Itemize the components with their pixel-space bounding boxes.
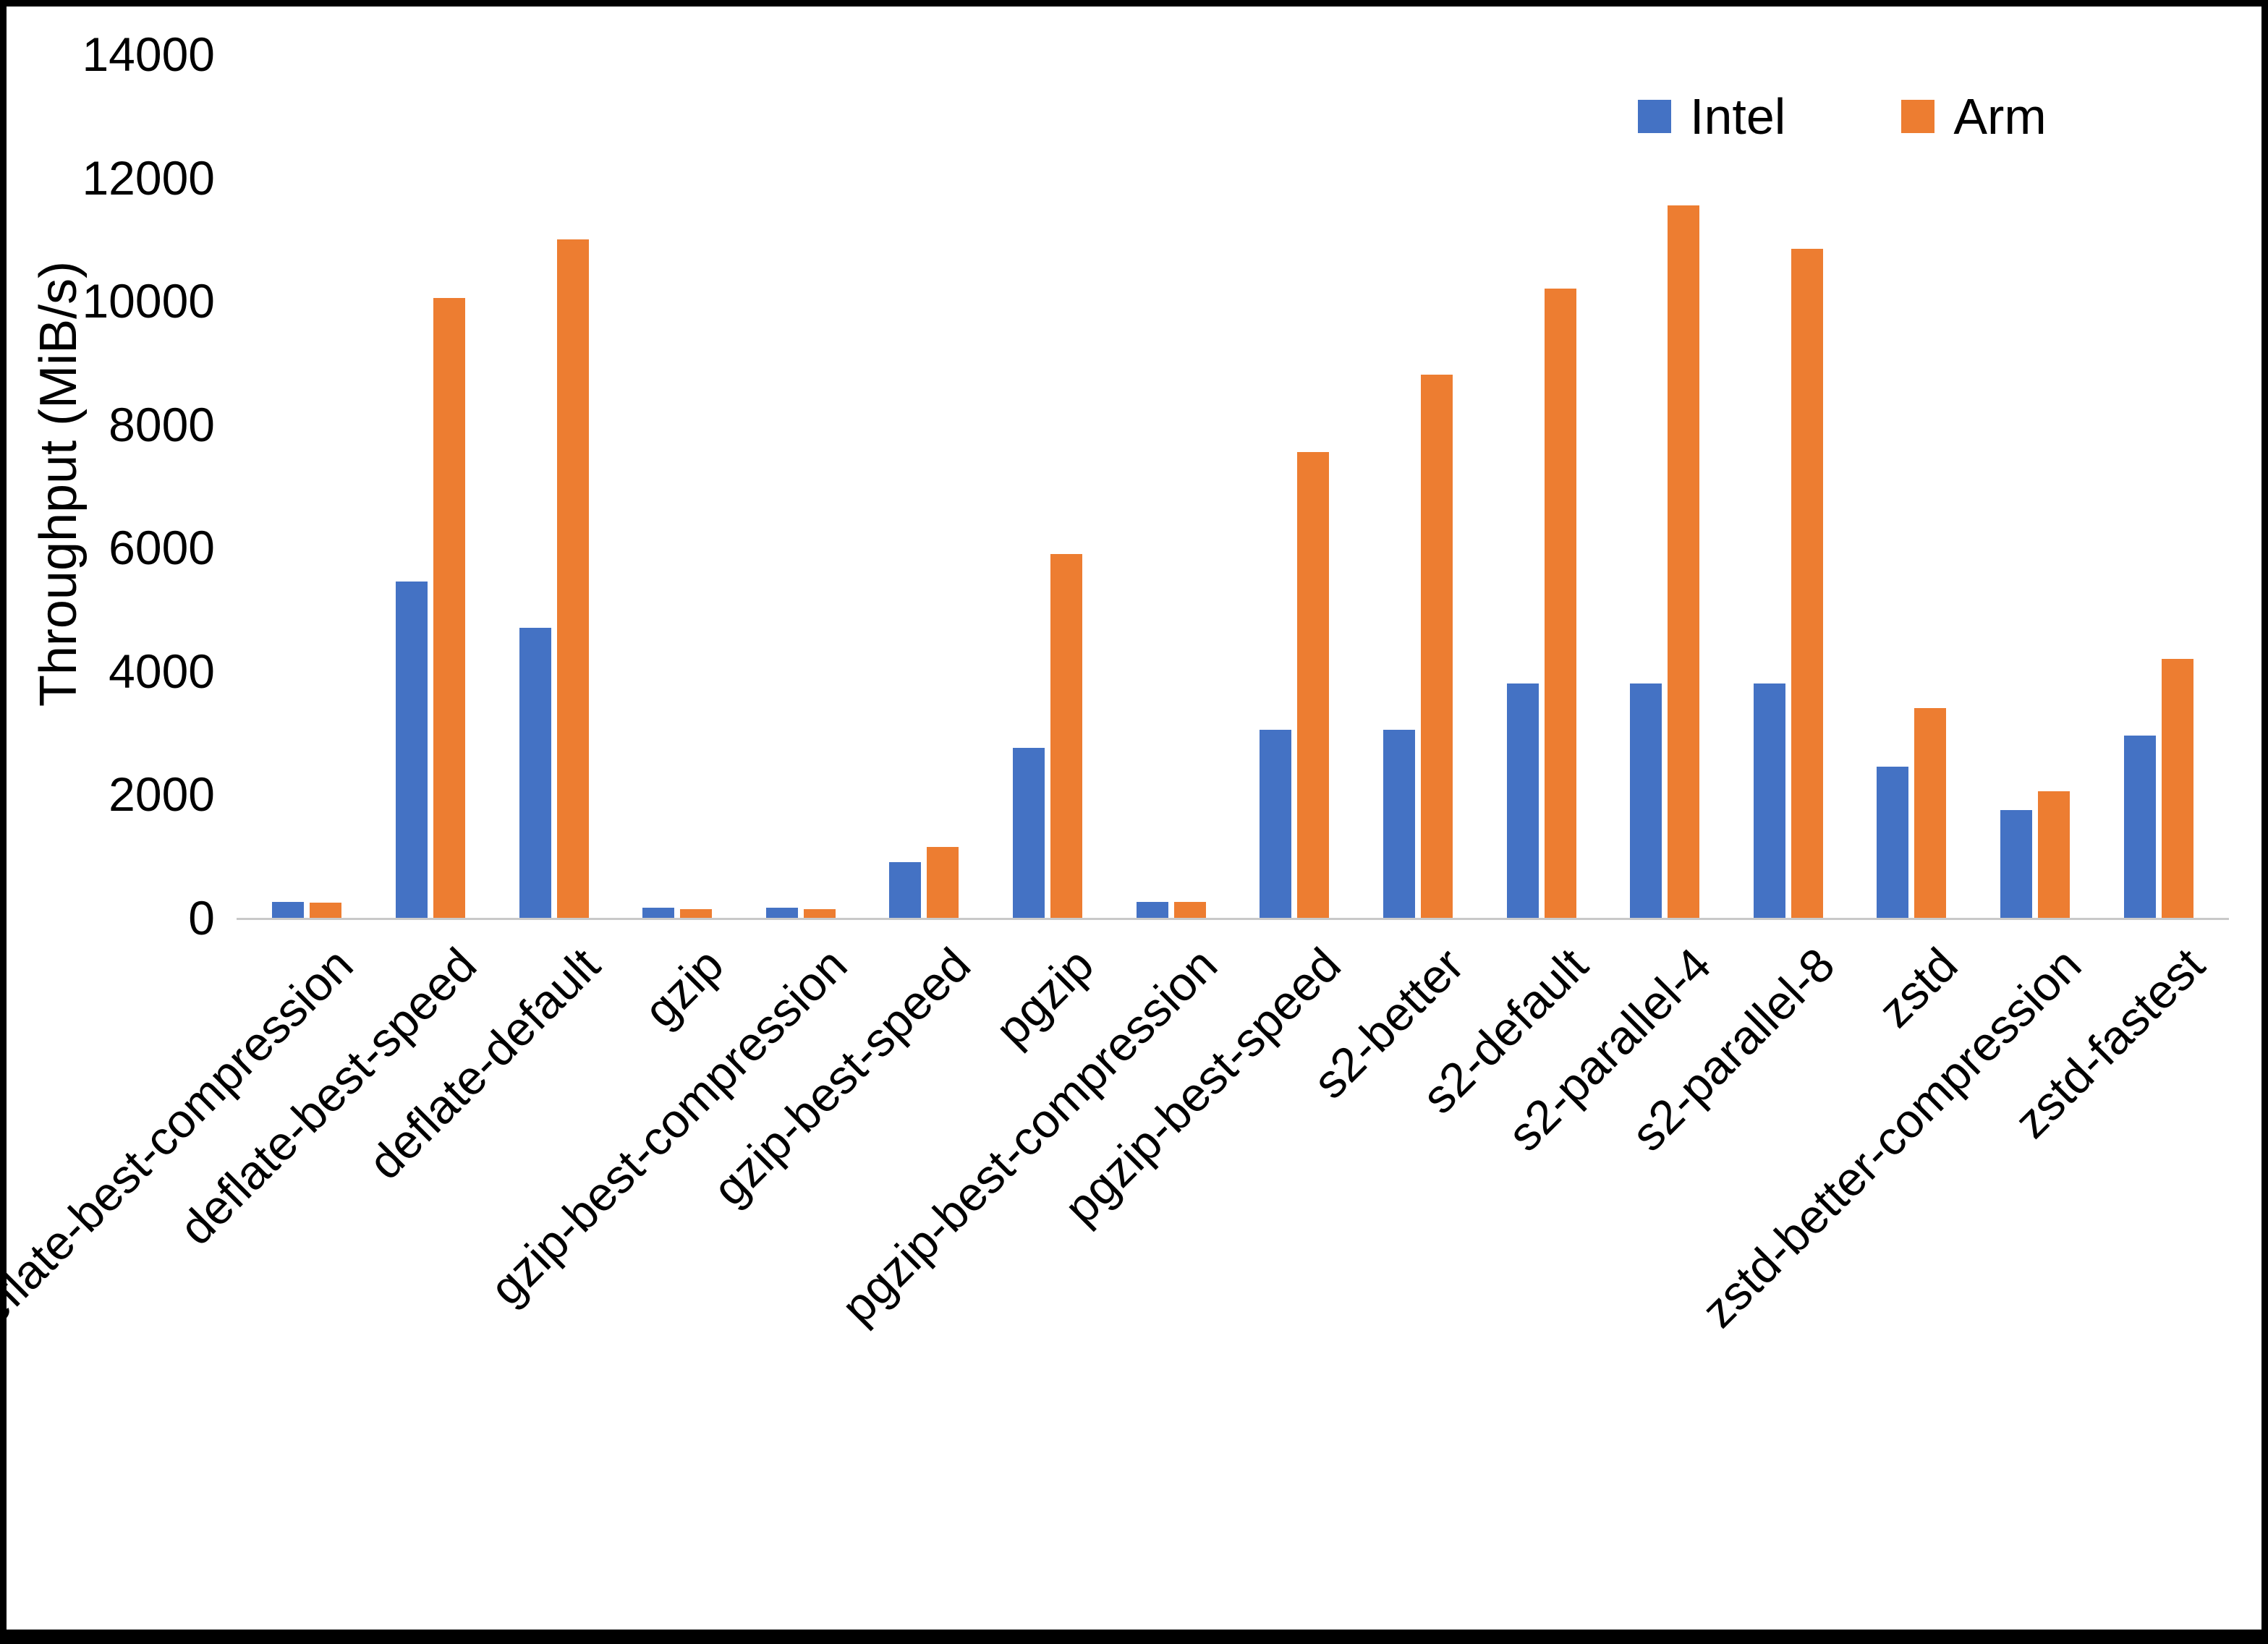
x-category-label: gzip (633, 937, 734, 1038)
bar-arm-pgzip (1050, 554, 1082, 918)
bar-arm-s2-parallel-8 (1791, 249, 1823, 918)
legend-item-intel: Intel (1638, 88, 1785, 145)
bar-intel-gzip-best-compression (766, 908, 798, 918)
bar-intel-s2-parallel-4 (1630, 683, 1662, 918)
bar-intel-deflate-best-compression (272, 902, 304, 918)
bar-arm-gzip-best-compression (804, 909, 836, 918)
bar-intel-gzip (642, 908, 674, 918)
bar-intel-deflate-default (519, 628, 551, 918)
bar-arm-zstd (1914, 708, 1946, 918)
legend-label-arm: Arm (1953, 88, 2047, 145)
legend: Intel Arm (1638, 88, 2047, 145)
y-tick-label: 4000 (109, 644, 215, 698)
y-tick-label: 6000 (109, 521, 215, 575)
bar-arm-pgzip-best-speed (1297, 452, 1329, 918)
bar-arm-pgzip-best-compression (1174, 902, 1206, 918)
legend-swatch-arm (1901, 100, 1935, 133)
bar-arm-gzip-best-speed (927, 847, 959, 918)
bar-arm-s2-parallel-4 (1668, 205, 1699, 918)
bar-intel-deflate-best-speed (396, 582, 428, 918)
bar-intel-s2-default (1507, 683, 1539, 918)
bar-arm-deflate-default (557, 239, 589, 918)
y-tick-label: 12000 (82, 150, 215, 205)
bar-intel-s2-better (1383, 730, 1415, 918)
bar-intel-s2-parallel-8 (1754, 683, 1785, 918)
legend-label-intel: Intel (1690, 88, 1786, 145)
legend-swatch-intel (1638, 100, 1671, 133)
bar-arm-deflate-best-compression (310, 903, 341, 918)
bar-arm-s2-better (1421, 375, 1453, 918)
y-tick-label: 8000 (109, 397, 215, 451)
bar-intel-gzip-best-speed (889, 862, 921, 918)
y-axis-title: Throughput (MiB/s) (30, 260, 88, 707)
bar-arm-deflate-best-speed (433, 298, 465, 918)
bar-intel-pgzip (1013, 748, 1045, 918)
bar-intel-zstd (1877, 767, 1908, 918)
y-tick-label: 0 (188, 891, 215, 945)
x-axis-line (237, 918, 2229, 920)
x-category-label: pgzip (985, 937, 1104, 1057)
y-tick-label: 2000 (109, 767, 215, 822)
bar-intel-zstd-fastest (2124, 736, 2156, 918)
bar-arm-zstd-better-compression (2038, 791, 2070, 918)
legend-item-arm: Arm (1901, 88, 2047, 145)
y-tick-label: 10000 (82, 274, 215, 328)
bar-intel-pgzip-best-speed (1260, 730, 1291, 918)
bar-arm-s2-default (1545, 289, 1576, 918)
bar-arm-gzip (680, 909, 712, 918)
bar-intel-zstd-better-compression (2000, 810, 2032, 918)
x-category-label: zstd (1868, 937, 1968, 1038)
bar-arm-zstd-fastest (2162, 659, 2193, 918)
y-tick-label: 14000 (82, 27, 215, 81)
bar-intel-pgzip-best-compression (1137, 902, 1168, 918)
